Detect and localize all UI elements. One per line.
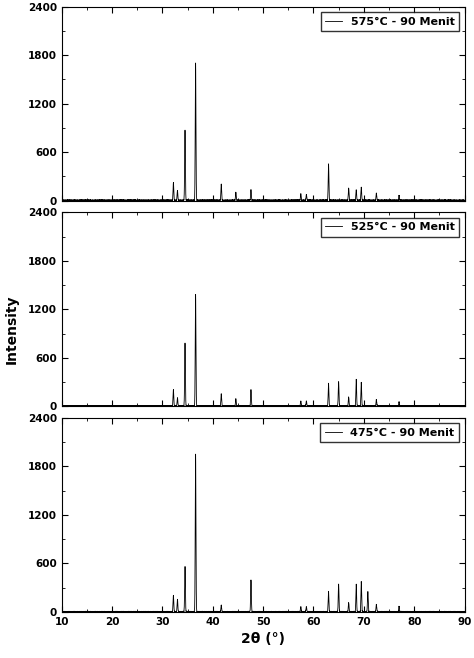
Text: Intensity: Intensity: [5, 294, 19, 364]
Legend: 525°C - 90 Menit: 525°C - 90 Menit: [320, 218, 459, 237]
Legend: 475°C - 90 Menit: 475°C - 90 Menit: [320, 424, 459, 442]
Legend: 575°C - 90 Menit: 575°C - 90 Menit: [320, 12, 459, 31]
X-axis label: 2θ (°): 2θ (°): [241, 632, 285, 646]
